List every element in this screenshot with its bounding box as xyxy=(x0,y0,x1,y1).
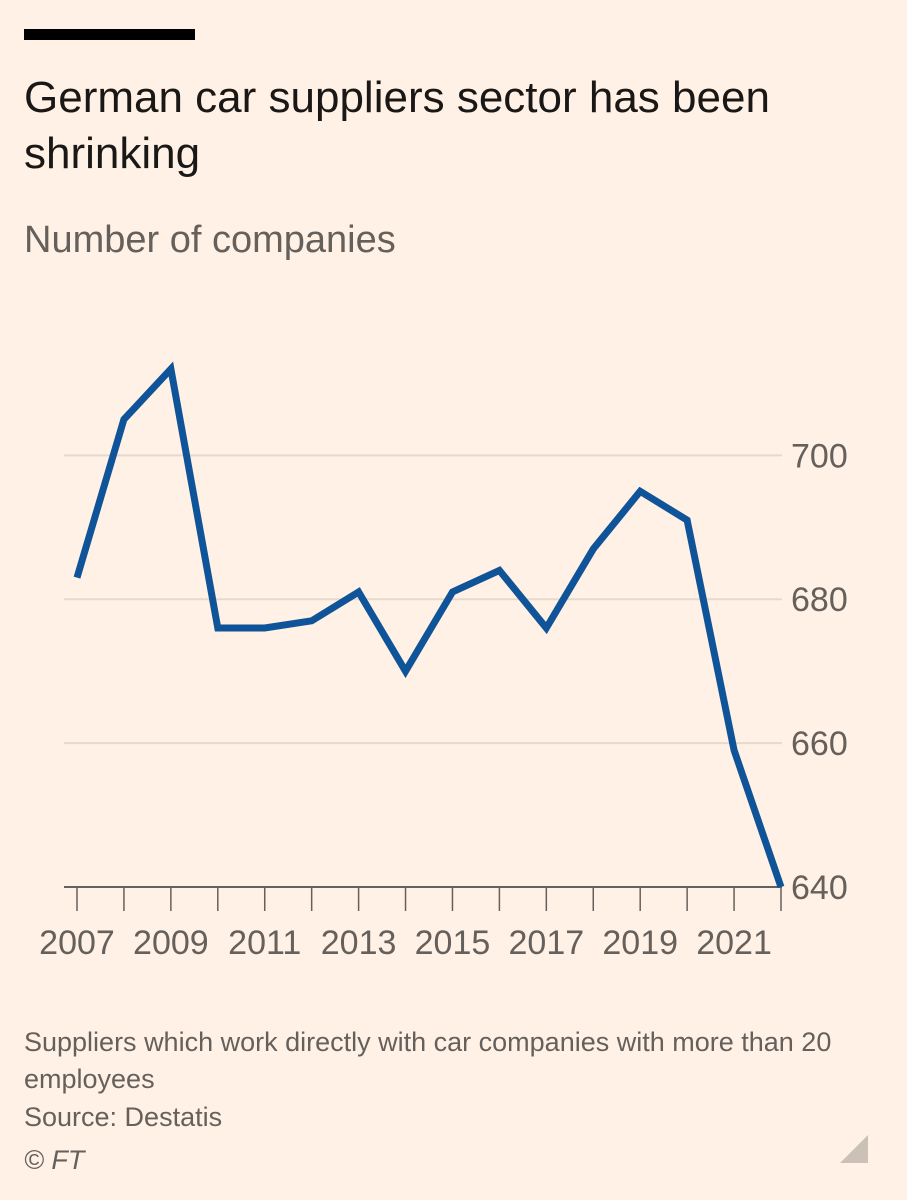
chart-subtitle: Number of companies xyxy=(24,219,396,261)
x-tick-label: 2021 xyxy=(696,924,772,962)
x-tick-label: 2007 xyxy=(39,924,115,962)
chart-note: Suppliers which work directly with car c… xyxy=(24,1027,832,1094)
x-tick-label: 2019 xyxy=(602,924,678,962)
resize-corner-icon xyxy=(840,1135,868,1163)
x-tick-label: 2015 xyxy=(415,924,491,962)
x-tick-label: 2009 xyxy=(133,924,209,962)
y-tick-label: 660 xyxy=(791,725,848,763)
header-bar xyxy=(24,29,195,40)
y-tick-label: 700 xyxy=(791,437,848,475)
line-chart: 2007 2009 2011 2013 2015 2017 2019 2021 6406606… xyxy=(39,361,848,962)
series-line-0 xyxy=(73,361,785,889)
y-tick-label: 640 xyxy=(791,869,848,907)
y-tick-label: 680 xyxy=(791,581,848,619)
x-tick-label: 2011 xyxy=(228,924,301,962)
copyright: © FT xyxy=(24,1145,85,1175)
x-tick-label: 2013 xyxy=(321,924,397,962)
chart-source: Source: Destatis xyxy=(24,1102,223,1132)
y-axis: 640 660 680 700 xyxy=(791,437,848,907)
series-lines xyxy=(73,361,785,889)
x-axis: 2007 2009 2011 2013 2015 2017 2019 2021 xyxy=(39,887,782,962)
gridlines xyxy=(64,454,782,888)
chart-title: German car suppliers sector has been shr… xyxy=(24,73,770,178)
x-tick-label: 2017 xyxy=(509,924,585,962)
